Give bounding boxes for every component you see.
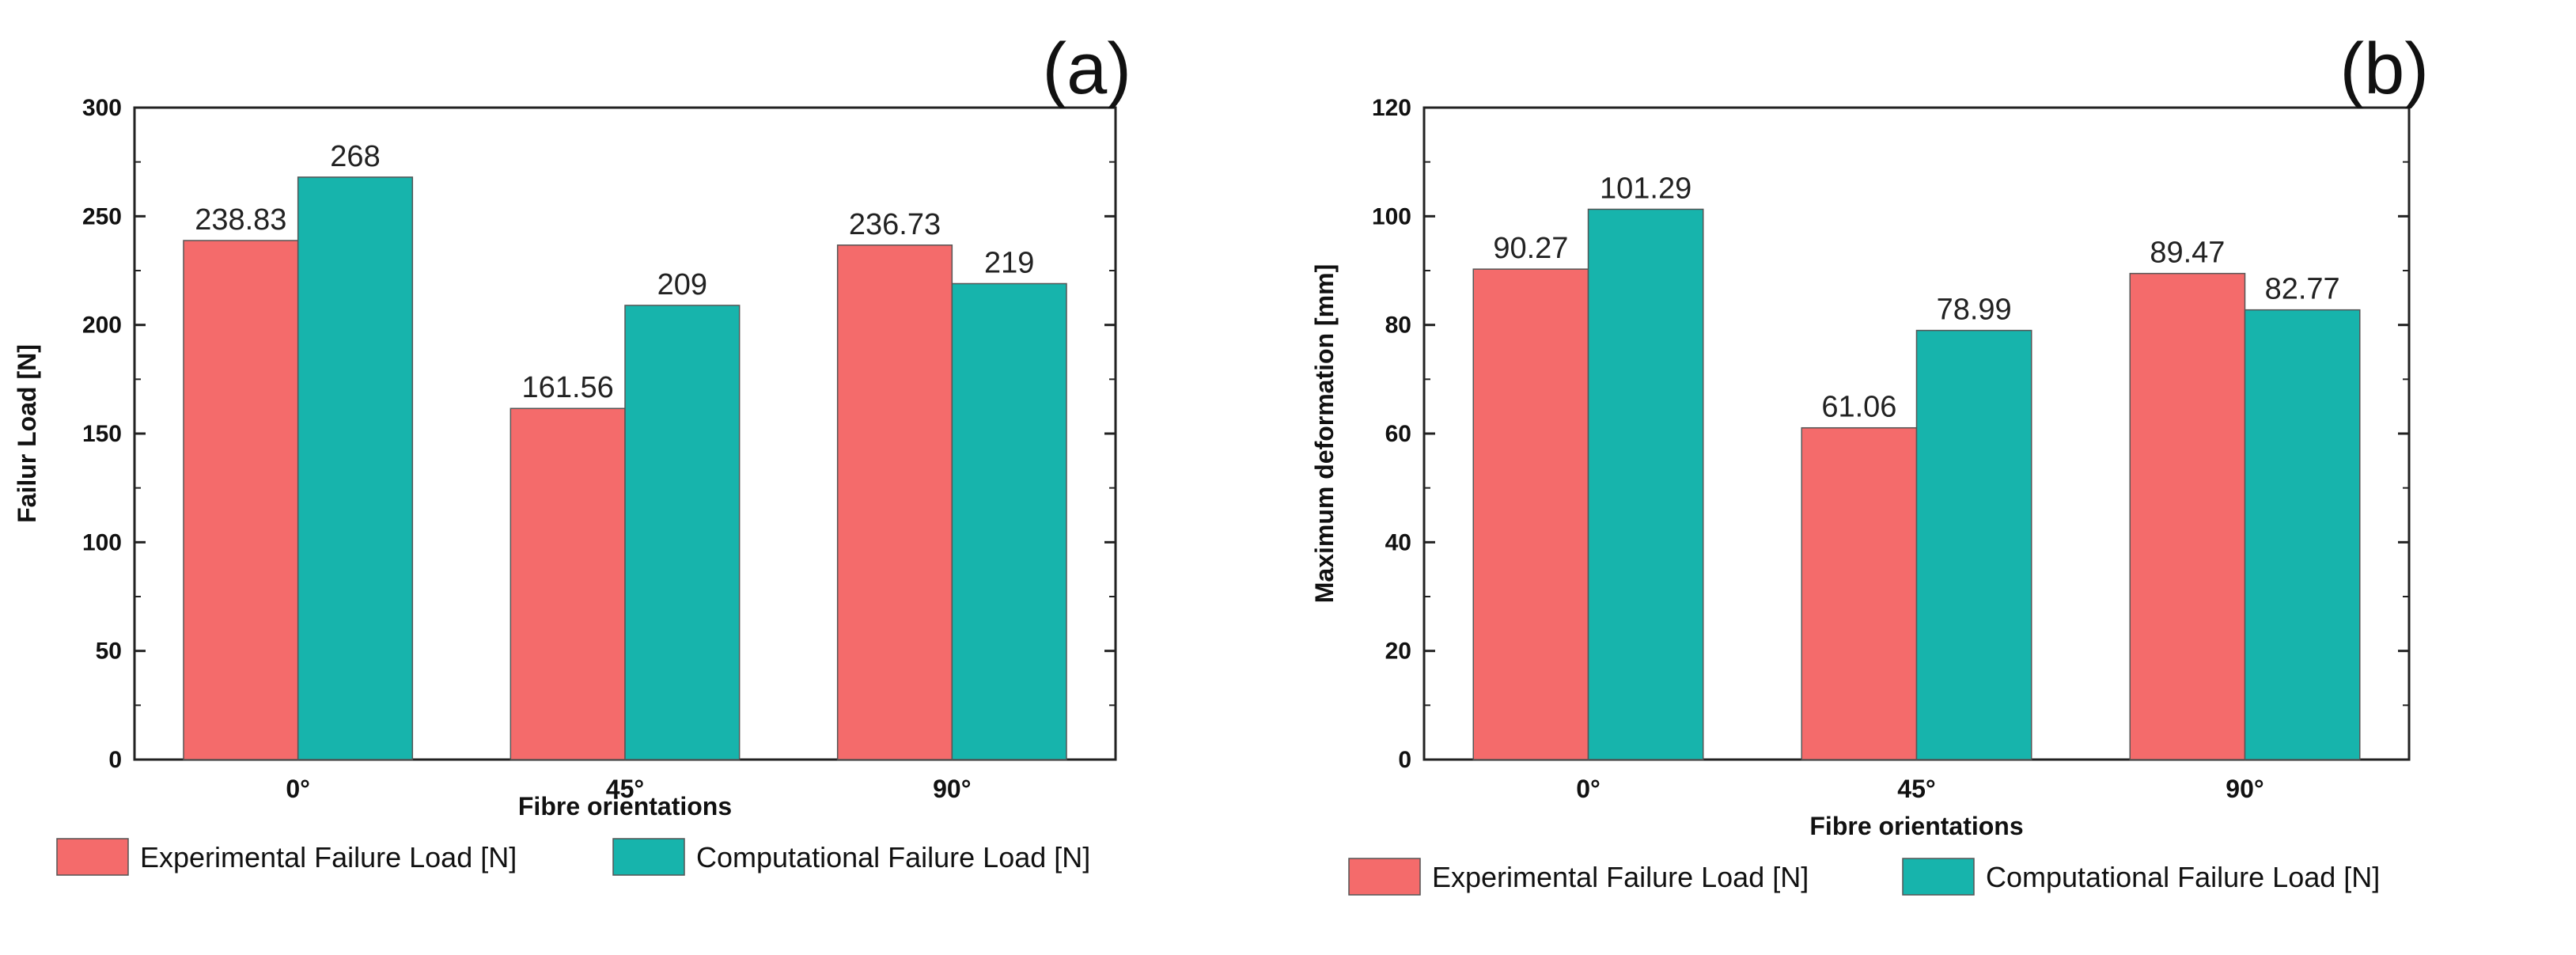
bar-experimental-2 — [836, 244, 953, 760]
legend-swatch-computational — [612, 838, 685, 876]
y-tick-label: 100 — [1372, 203, 1411, 229]
legend-label: Computational Failure Load [N] — [696, 841, 1090, 874]
data-label: 90.27 — [1493, 232, 1568, 265]
data-label: 161.56 — [522, 371, 614, 404]
panel-label: (a) — [1043, 28, 1131, 109]
legend-label: Experimental Failure Load [N] — [140, 841, 517, 874]
x-tick-label: 0° — [286, 775, 310, 803]
bar-computational-0 — [1587, 208, 1704, 760]
y-tick-label: 150 — [82, 421, 122, 447]
bar-computational-0 — [297, 176, 414, 760]
y-tick-label: 20 — [1385, 639, 1411, 665]
bar-computational-2 — [951, 282, 1067, 760]
y-tick-label: 60 — [1385, 421, 1411, 447]
bar-experimental-0 — [1472, 268, 1589, 760]
y-tick-label: 80 — [1385, 313, 1411, 339]
y-tick-label: 200 — [82, 313, 122, 339]
data-label: 61.06 — [1821, 391, 1896, 424]
data-label: 238.83 — [195, 203, 286, 237]
bar-experimental-1 — [1801, 426, 1918, 760]
y-axis-title: Failur Load [N] — [13, 344, 41, 523]
chart-panel-b: 0 20 40 60 80 100 120 0° 90.27 101.29 45° 61.06 78.9… — [1310, 28, 2429, 896]
y-tick-label: 40 — [1385, 529, 1411, 555]
legend-swatch-experimental — [56, 838, 129, 876]
bar-computational-1 — [624, 305, 741, 760]
y-tick-label: 300 — [82, 95, 122, 121]
y-tick-label: 50 — [96, 639, 122, 665]
x-tick-label: 90° — [933, 775, 971, 803]
data-label: 89.47 — [2150, 237, 2225, 270]
x-tick-label: 0° — [1576, 775, 1601, 803]
x-tick-label: 45° — [1897, 775, 1935, 803]
y-tick-label: 100 — [82, 529, 122, 555]
data-label: 101.29 — [1600, 172, 1691, 205]
bar-computational-2 — [2244, 309, 2361, 760]
bar-experimental-1 — [510, 407, 626, 760]
y-tick-label: 0 — [108, 747, 122, 773]
data-label: 219 — [984, 246, 1034, 279]
x-tick-label: 90° — [2226, 775, 2263, 803]
y-tick-label: 120 — [1372, 95, 1411, 121]
legend-swatch-experimental — [1348, 858, 1421, 896]
y-axis-title: Maximum deformation [mm] — [1310, 264, 1339, 603]
chart-panel-a: 0 50 100 150 200 250 300 0° 238.83 268 45° 161.56 20… — [13, 28, 1131, 876]
data-label: 82.77 — [2265, 273, 2340, 306]
data-label: 78.99 — [1937, 294, 2012, 327]
legend-label: Computational Failure Load [N] — [1986, 861, 2380, 893]
x-tick-label: 45° — [606, 775, 644, 803]
y-tick-label: 0 — [1398, 747, 1411, 773]
bar-computational-1 — [1915, 329, 2032, 760]
bar-experimental-2 — [2129, 272, 2246, 760]
data-label: 209 — [657, 268, 707, 301]
data-label: 236.73 — [849, 208, 941, 241]
x-axis-title: Fibre orientations — [1809, 812, 2023, 840]
x-axis-title: Fibre orientations — [518, 792, 732, 820]
panel-label: (b) — [2340, 28, 2429, 109]
bar-experimental-0 — [183, 240, 299, 760]
legend-label: Experimental Failure Load [N] — [1432, 861, 1809, 893]
y-tick-label: 250 — [82, 203, 122, 229]
legend-swatch-computational — [1902, 858, 1975, 896]
data-label: 268 — [330, 140, 380, 173]
